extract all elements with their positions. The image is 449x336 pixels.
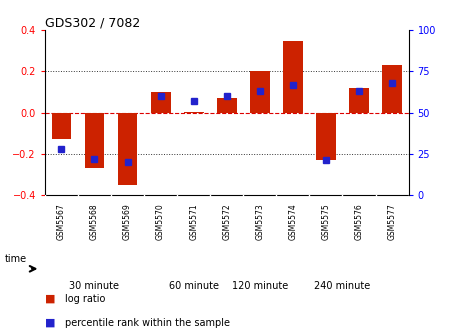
Text: GSM5570: GSM5570 [156, 203, 165, 240]
Bar [184, 112, 203, 113]
Bar [151, 92, 171, 113]
Bar [84, 113, 105, 168]
Text: GSM5573: GSM5573 [255, 203, 264, 240]
Text: GDS302 / 7082: GDS302 / 7082 [45, 16, 140, 29]
Text: GSM5569: GSM5569 [123, 203, 132, 240]
Bar [316, 113, 336, 160]
Text: percentile rank within the sample: percentile rank within the sample [65, 318, 230, 328]
Text: 120 minute: 120 minute [232, 281, 288, 291]
Bar [118, 113, 137, 184]
Text: 60 minute: 60 minute [169, 281, 219, 291]
Text: GSM5574: GSM5574 [288, 203, 297, 240]
Bar [283, 41, 303, 113]
Bar [349, 88, 369, 113]
Text: GSM5567: GSM5567 [57, 203, 66, 240]
Bar [382, 65, 402, 113]
Text: GSM5576: GSM5576 [355, 203, 364, 240]
Text: GSM5568: GSM5568 [90, 203, 99, 240]
Text: 30 minute: 30 minute [70, 281, 119, 291]
Text: GSM5577: GSM5577 [387, 203, 396, 240]
Bar [217, 98, 237, 113]
Text: GSM5571: GSM5571 [189, 203, 198, 240]
Text: GSM5575: GSM5575 [321, 203, 330, 240]
Text: time: time [4, 254, 26, 264]
Bar [250, 72, 270, 113]
Text: GSM5572: GSM5572 [222, 203, 231, 240]
Bar [52, 113, 71, 139]
Text: 240 minute: 240 minute [314, 281, 370, 291]
Text: log ratio: log ratio [65, 294, 106, 304]
Text: ■: ■ [45, 294, 55, 304]
Text: ■: ■ [45, 318, 55, 328]
